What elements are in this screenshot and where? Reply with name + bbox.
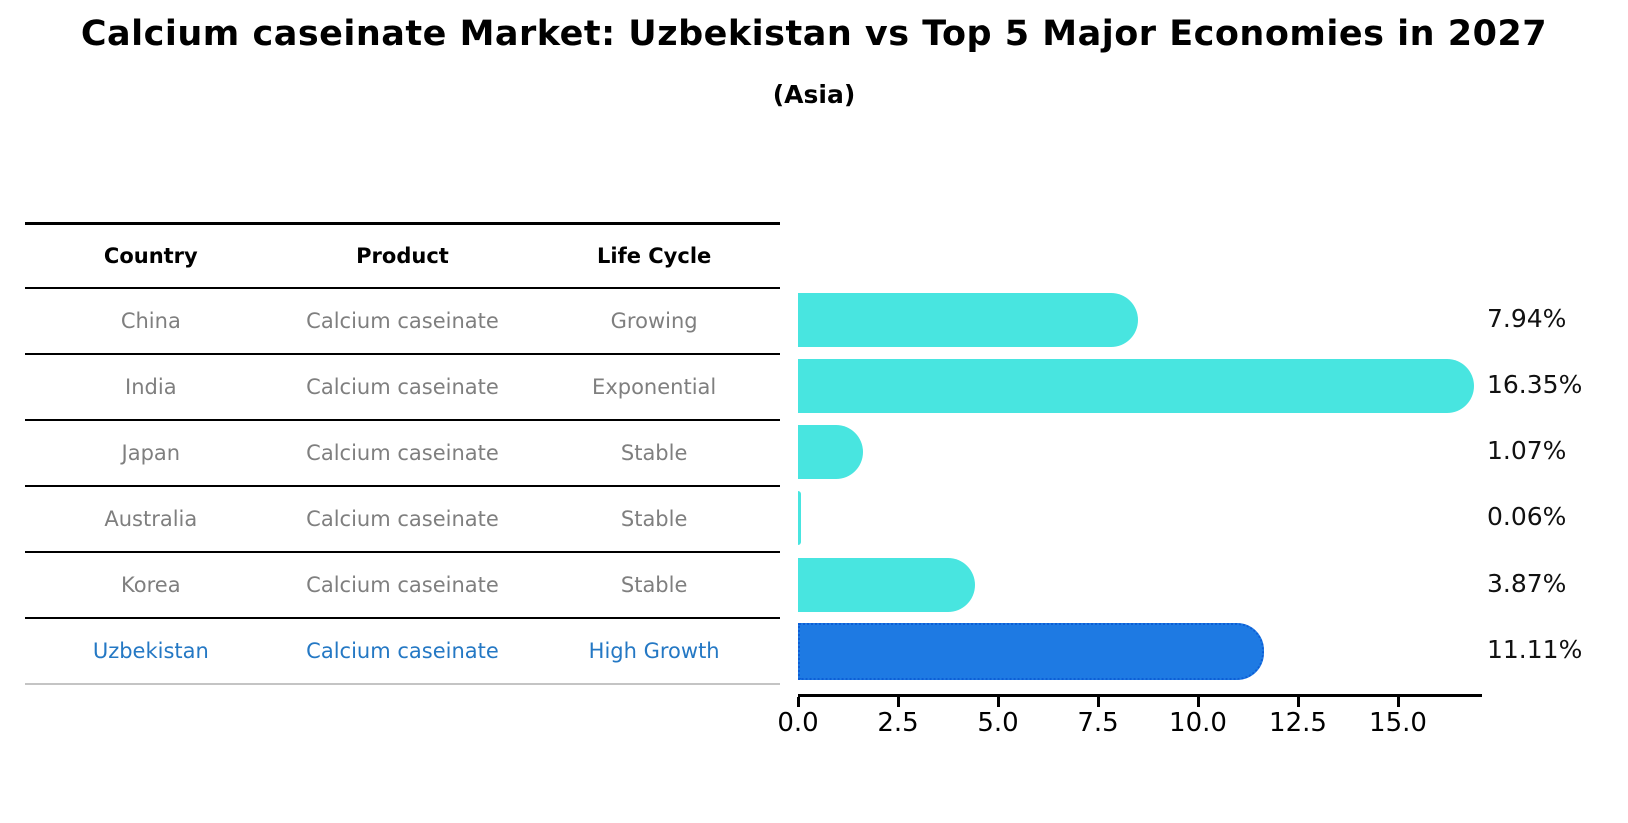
value-label: 11.11% <box>1487 635 1583 664</box>
country-cell: Korea <box>121 573 181 597</box>
lifecycle-cell: Stable <box>620 573 688 597</box>
table-row: Korea Calcium caseinate Stable <box>25 553 780 619</box>
x-tick <box>797 697 800 707</box>
country-cell: India <box>125 375 177 399</box>
country-column-header: Country <box>103 244 198 268</box>
product-cell: Calcium caseinate <box>306 309 499 333</box>
x-tick-label: 5.0 <box>977 708 1019 738</box>
lifecycle-cell: Exponential <box>592 375 717 399</box>
lifecycle-cell: Stable <box>620 507 688 531</box>
lifecycle-column-header: Life Cycle <box>597 244 712 268</box>
product-cell: Calcium caseinate <box>306 441 499 465</box>
x-tick <box>1197 697 1200 707</box>
lifecycle-cell: Growing <box>610 309 698 333</box>
value-label: 3.87% <box>1487 569 1567 598</box>
x-axis <box>798 694 1482 697</box>
table-header-row: Country Product Life Cycle <box>25 225 780 289</box>
bar <box>798 558 975 612</box>
x-tick <box>1397 697 1400 707</box>
product-column-header: Product <box>356 244 449 268</box>
lifecycle-cell: High Growth <box>588 639 720 663</box>
value-label: 16.35% <box>1487 370 1583 399</box>
x-tick <box>1097 697 1100 707</box>
table-row: Australia Calcium caseinate Stable <box>25 487 780 553</box>
x-tick-label: 0.0 <box>777 708 819 738</box>
table-row: Uzbekistan Calcium caseinate High Growth <box>25 619 780 685</box>
x-tick <box>997 697 1000 707</box>
chart-title: Calcium caseinate Market: Uzbekistan vs … <box>80 14 1548 54</box>
value-label: 7.94% <box>1487 304 1567 333</box>
bar <box>798 293 1138 347</box>
table-body: China Calcium caseinate Growing India Calciu… <box>25 289 780 685</box>
table-row: Japan Calcium caseinate Stable <box>25 421 780 487</box>
country-cell: Japan <box>121 441 181 465</box>
x-tick-label: 12.5 <box>1269 708 1327 738</box>
country-table: Country Product Life Cycle China Calcium … <box>25 222 780 685</box>
country-cell: Uzbekistan <box>92 639 209 663</box>
product-cell: Calcium caseinate <box>306 507 499 531</box>
x-tick-label: 2.5 <box>877 708 919 738</box>
country-cell: China <box>120 309 181 333</box>
product-cell: Calcium caseinate <box>306 573 499 597</box>
product-cell: Calcium caseinate <box>306 639 499 663</box>
x-tick-label: 10.0 <box>1169 708 1227 738</box>
bar <box>798 359 1474 413</box>
table-row: China Calcium caseinate Growing <box>25 289 780 355</box>
x-tick-label: 7.5 <box>1077 708 1119 738</box>
x-tick <box>897 697 900 707</box>
table-row: India Calcium caseinate Exponential <box>25 355 780 421</box>
value-label: 1.07% <box>1487 436 1567 465</box>
x-tick <box>1297 697 1300 707</box>
product-cell: Calcium caseinate <box>306 375 499 399</box>
bar <box>798 491 801 545</box>
country-cell: Australia <box>104 507 198 531</box>
uzbekistan-highlight-bar <box>798 622 1265 680</box>
x-tick-label: 15.0 <box>1369 708 1427 738</box>
value-label: 0.06% <box>1487 502 1567 531</box>
chart-subtitle: (Asia) <box>772 80 856 109</box>
lifecycle-cell: Stable <box>620 441 688 465</box>
bar <box>798 425 863 479</box>
